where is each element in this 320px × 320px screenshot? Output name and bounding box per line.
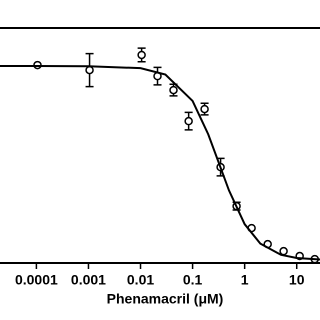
- data-point: [184, 116, 193, 126]
- x-tick-label: 10: [289, 272, 305, 288]
- data-point: [279, 246, 288, 256]
- x-tick-label: 0.01: [127, 272, 154, 288]
- data-point: [137, 50, 146, 60]
- data-point: [200, 104, 209, 114]
- x-tick-label: 1: [241, 272, 249, 288]
- x-axis-label: Phenamacril (μM): [107, 291, 224, 307]
- x-tick-label: 0.0001: [15, 272, 58, 288]
- data-point: [169, 85, 178, 95]
- x-tick-label: 0.1: [183, 272, 203, 288]
- data-point: [85, 65, 94, 75]
- x-tick-label: 0.001: [71, 272, 106, 288]
- fit-curve: [0, 65, 320, 261]
